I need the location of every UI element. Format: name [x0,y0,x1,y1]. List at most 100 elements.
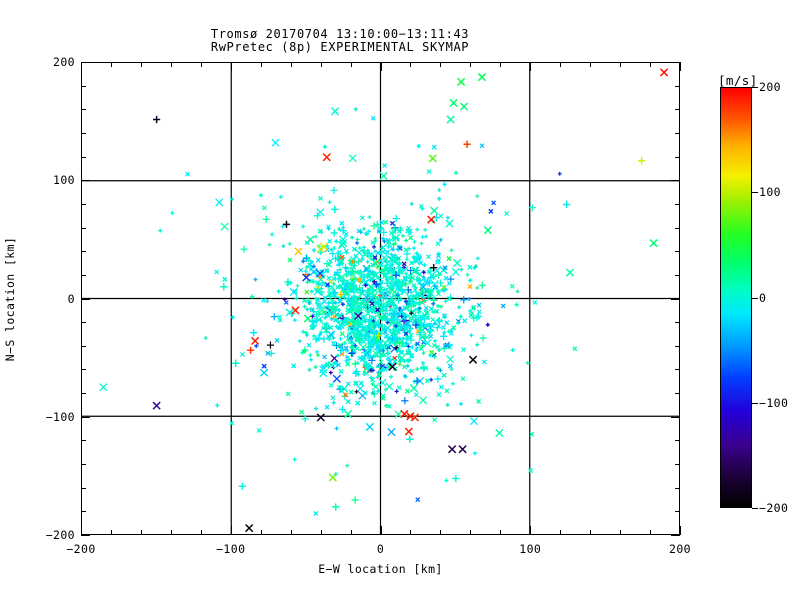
x-tick [290,62,292,67]
scatter-markers [99,68,669,533]
x-tick [440,62,442,67]
x-tick [260,62,262,67]
colorbar-tick-label: 100 [759,185,781,200]
x-tick [260,530,262,535]
x-tick [170,530,172,535]
colorbar-tick [752,87,758,88]
x-tick-label: −200 [66,542,96,556]
y-tick [675,487,680,489]
x-tick-label: 200 [669,542,691,556]
data-layer [82,63,679,534]
x-tick [650,530,652,535]
x-tick [440,530,442,535]
y-tick-label: 0 [67,291,75,306]
y-tick [675,109,680,111]
colorbar-tick [752,297,758,299]
x-tick [470,530,472,535]
x-tick [470,62,472,67]
colorbar-tick-label: 0 [759,290,767,305]
x-tick [500,530,502,535]
x-tick [410,62,412,67]
x-tick [140,62,142,67]
y-tick [675,227,680,229]
y-tick [81,132,86,134]
y-tick [81,487,86,489]
y-tick [81,203,86,205]
y-tick [81,511,86,513]
y-tick [81,180,90,182]
title-line-2: RwPretec (8p) EXPERIMENTAL SKYMAP [210,40,470,54]
colorbar-tick [752,192,758,194]
y-axis-title: N−S location [km] [3,236,17,362]
y-tick [671,298,680,300]
y-tick [675,464,680,466]
x-tick-label: 0 [376,542,385,556]
x-tick [380,62,382,71]
x-tick [650,62,652,67]
x-tick [500,62,502,67]
y-tick [675,132,680,134]
y-tick [81,298,90,300]
x-tick [590,62,592,67]
y-tick [675,322,680,324]
x-tick [170,62,172,67]
x-tick [380,526,382,535]
y-tick [81,156,86,158]
plot-area [81,62,680,535]
y-tick [675,345,680,347]
x-tick [290,530,292,535]
y-tick [81,62,90,63]
x-tick [530,62,532,71]
x-tick [350,62,352,67]
colorbar-tick [752,508,758,509]
x-tick [350,530,352,535]
x-tick [620,62,622,67]
x-axis-title: E−W location [km] [318,562,443,576]
colorbar-tick-label: 200 [759,80,781,94]
x-tick [530,526,532,535]
colorbar-tick-label: −100 [759,395,789,410]
x-tick [320,530,322,535]
y-tick [671,416,680,418]
colorbar-gradient [720,87,752,508]
y-tick [81,535,90,536]
x-tick [200,62,202,67]
x-tick [140,530,142,535]
y-tick [81,416,90,418]
y-tick [671,62,680,63]
x-tick [110,62,112,67]
x-tick [230,62,232,71]
x-tick-label: −100 [216,542,246,556]
x-tick [230,526,232,535]
y-tick [81,369,86,371]
x-tick [320,62,322,67]
y-tick-label: 200 [53,55,75,69]
y-tick [81,345,86,347]
y-tick-label: 100 [53,173,75,188]
y-tick [81,274,86,276]
colorbar: [m/s] 200 100 0 −100 −200 [718,62,800,535]
y-tick [671,535,680,536]
y-tick [675,511,680,513]
x-tick [200,530,202,535]
y-tick [81,251,86,253]
y-tick-label: −100 [45,409,75,424]
y-tick [81,227,86,229]
y-tick [81,85,86,87]
y-tick [671,180,680,182]
x-tick [680,526,681,535]
y-tick [675,85,680,87]
y-tick [81,440,86,442]
plot-title: Tromsø 20170704 13:10:00−13:11:43 RwPret… [0,28,680,54]
colorbar-unit-label: [m/s] [718,73,758,88]
x-tick [560,62,562,67]
x-tick [620,530,622,535]
y-tick [675,274,680,276]
y-tick [675,251,680,253]
x-tick [410,530,412,535]
x-tick [680,62,681,71]
colorbar-tick [752,402,758,404]
x-tick [110,530,112,535]
y-tick [81,322,86,324]
